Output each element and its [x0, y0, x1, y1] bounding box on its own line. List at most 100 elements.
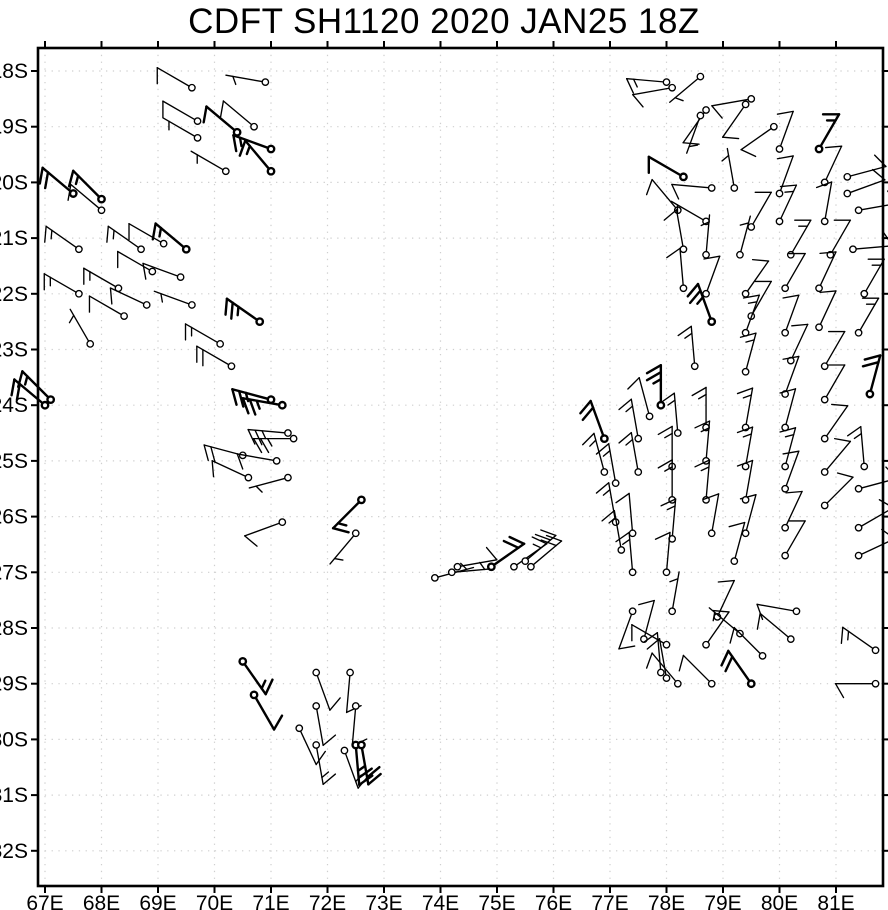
- barb-staff: [711, 98, 749, 107]
- barb-feather-half: [112, 229, 115, 240]
- barb-feather-full: [595, 443, 610, 455]
- barb-staff: [826, 440, 852, 471]
- wind-barb: [736, 215, 751, 259]
- barb-feather-full: [632, 93, 644, 108]
- grid-lines: [38, 48, 883, 886]
- barb-staff: [745, 493, 757, 531]
- barb-staff: [679, 247, 684, 286]
- wind-barb: [241, 397, 287, 416]
- wind-barb: [854, 297, 880, 337]
- wind-barb: [860, 258, 885, 298]
- barb-feather-full: [272, 714, 284, 731]
- barb-feather-half: [721, 154, 730, 162]
- wind-barb: [67, 169, 106, 204]
- station-circle: [815, 284, 823, 293]
- wind-barb: [521, 529, 557, 566]
- station-circle: [673, 679, 682, 688]
- barb-staff: [184, 323, 219, 344]
- station-circle: [679, 284, 688, 293]
- station-circle: [351, 529, 360, 538]
- axis-labels: 67E 68E 69E 70E 71E 72E 73E 74E 75E 76E 77E 78E 79E 8…: [0, 60, 855, 910]
- wind-barb: [721, 147, 739, 192]
- barb-feather-half: [245, 144, 251, 156]
- barb-staff: [865, 258, 885, 292]
- wind-barb: [83, 267, 123, 293]
- wind-barb: [736, 387, 754, 432]
- barb-feather-half: [632, 78, 638, 88]
- x-tick-label: 72E: [309, 892, 346, 910]
- barb-feather-full: [540, 529, 557, 537]
- barb-feather-full: [717, 579, 735, 583]
- barb-staff: [705, 214, 711, 253]
- barb-feather-full: [657, 425, 673, 436]
- x-tick-label: 71E: [252, 892, 289, 910]
- barb-staff: [860, 541, 888, 555]
- barb-feather-full: [643, 632, 659, 643]
- wind-barb: [647, 155, 688, 182]
- wind-barb: [711, 94, 756, 119]
- barb-feather-full: [751, 258, 770, 262]
- station-circle: [747, 94, 756, 103]
- barb-feather-half: [255, 485, 263, 493]
- barb-feather-full: [815, 181, 833, 189]
- barb-staff: [831, 219, 852, 253]
- barb-staff: [705, 420, 711, 459]
- station-circle: [758, 651, 767, 660]
- x-tick-label: 81E: [817, 892, 854, 910]
- barb-feather-full: [259, 437, 270, 454]
- barb-feather-full: [224, 297, 229, 316]
- y-tick-label: 20S: [0, 171, 28, 194]
- barb-feather-full: [678, 654, 685, 672]
- barb-feather-full: [720, 649, 730, 667]
- barb-staff: [656, 632, 662, 671]
- station-circle: [707, 529, 716, 538]
- barb-feather-half: [602, 488, 611, 496]
- barb-feather-full: [646, 638, 661, 650]
- barb-feather-half: [232, 75, 237, 86]
- barb-feather-full: [252, 437, 263, 454]
- barb-staff: [825, 364, 846, 398]
- barb-feather-full: [736, 426, 754, 434]
- y-tick-label: 32S: [0, 840, 28, 863]
- wind-barb: [184, 323, 225, 348]
- station-circle: [628, 607, 637, 616]
- wind-barb: [721, 100, 750, 140]
- barb-feather-half: [589, 439, 597, 447]
- barb-feather-full: [782, 294, 800, 299]
- wind-barb: [846, 425, 869, 471]
- barb-feather-full: [247, 428, 256, 445]
- barb-feather-full: [534, 533, 552, 541]
- barb-feather-full: [729, 626, 735, 644]
- barb-staff: [492, 542, 526, 567]
- wind-barb: [67, 183, 106, 215]
- station-circle: [289, 434, 298, 443]
- wind-barb: [775, 110, 794, 153]
- barb-staff: [752, 191, 772, 225]
- barb-feather-full: [615, 531, 630, 543]
- wind-barb: [231, 388, 276, 408]
- wind-barb: [691, 386, 710, 432]
- station-circle: [120, 312, 128, 320]
- station-circle: [707, 184, 716, 192]
- wind-barb: [820, 403, 849, 443]
- barb-staff: [128, 222, 162, 243]
- barb-feather-half: [739, 222, 750, 226]
- station-circle: [854, 484, 863, 493]
- barb-feather-half: [853, 432, 863, 440]
- barb-feather-full: [721, 136, 740, 140]
- barb-feather-half: [700, 221, 710, 227]
- barb-feather-half: [684, 332, 693, 339]
- barb-feather-full: [863, 354, 882, 361]
- barb-staff: [682, 654, 711, 683]
- barb-staff: [354, 746, 361, 787]
- barb-staff: [344, 752, 359, 789]
- y-tick-label: 21S: [0, 227, 28, 250]
- barb-feather-full: [660, 498, 677, 507]
- station-circle: [849, 245, 857, 254]
- barb-staff: [593, 432, 605, 470]
- barb-feather-full: [779, 427, 797, 433]
- barb-feather-full: [739, 332, 757, 338]
- wind-barb: [527, 534, 563, 571]
- wind-barb: [351, 702, 368, 747]
- barb-feather-full: [508, 535, 526, 545]
